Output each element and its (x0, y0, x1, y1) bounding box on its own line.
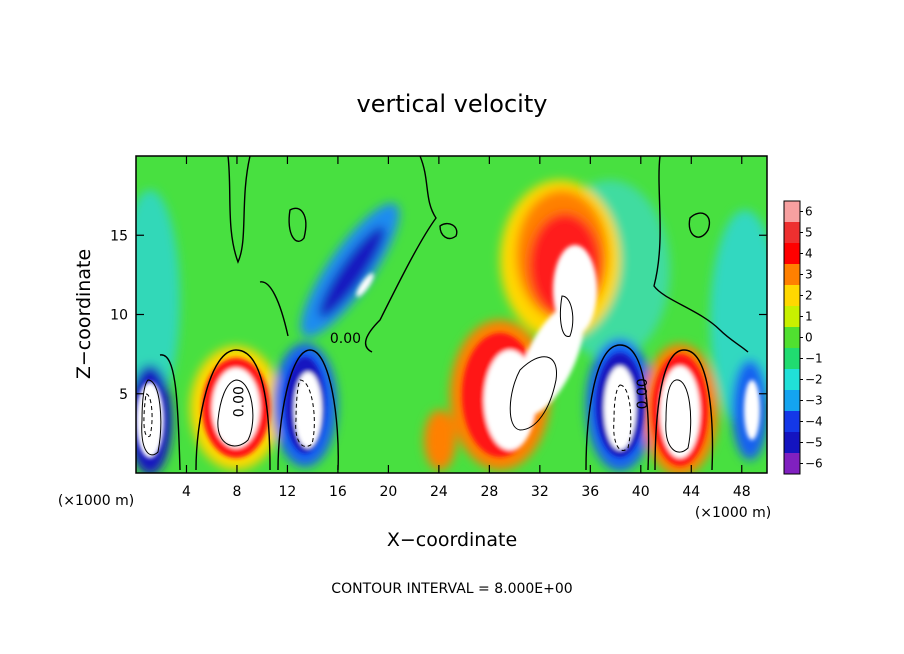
field-core-plume (553, 245, 597, 335)
x-tick-label: 48 (733, 484, 751, 500)
x-unit-right: (×1000 m) (695, 505, 771, 521)
x-tick-label: 44 (682, 484, 700, 500)
contour-line (654, 349, 714, 471)
field-core-diagonal (356, 273, 374, 297)
field-core-6 (604, 366, 636, 450)
colorbar-swatch (784, 264, 800, 286)
field-core-3 (294, 372, 322, 448)
colorbar-label: −6 (805, 457, 823, 471)
colorbar: 6 5 4 3 2 1 0 −1 −2 −3 −4 −5 −6 (783, 200, 823, 475)
x-axis-label: X−coordinate (387, 529, 517, 551)
colorbar-swatch (784, 390, 800, 412)
contour-line (665, 379, 692, 453)
contour-line (439, 222, 458, 240)
contour-label: 0.00 (231, 386, 247, 417)
x-tick-label: 20 (379, 484, 397, 500)
colorbar-label: 3 (805, 268, 813, 282)
contour-line (217, 379, 254, 447)
colorbar-label: 6 (805, 205, 813, 219)
field-region-diagonal-core (318, 226, 386, 318)
contour-interval-label: CONTOUR INTERVAL = 8.000E+00 (331, 581, 572, 597)
x-tick-label: 28 (480, 484, 498, 500)
x-tick-label: 24 (430, 484, 448, 500)
x-tick-label: 12 (279, 484, 297, 500)
colorbar-swatch (784, 285, 800, 307)
colorbar-swatch (784, 411, 800, 433)
contour-line (688, 212, 711, 238)
colorbar-swatch (784, 432, 800, 454)
colorbar-label: 5 (805, 226, 813, 240)
x-tick-label: 40 (632, 484, 650, 500)
contour-line (259, 281, 289, 337)
x-axis: 4 8 12 16 20 24 28 32 36 40 44 48 (182, 156, 751, 500)
y-axis-label: Z−coordinate (73, 249, 95, 379)
colorbar-label: 2 (805, 289, 813, 303)
contour-line (227, 156, 251, 264)
colorbar-label: 0 (805, 331, 813, 345)
y-tick-label: 10 (110, 308, 128, 324)
colorbar-swatch (784, 348, 800, 370)
colorbar-label: −3 (805, 394, 823, 408)
contour-line (364, 156, 437, 353)
contour-label: 0.00 (330, 331, 361, 347)
plot-area (136, 156, 767, 473)
x-tick-label: 4 (182, 484, 191, 500)
contour-lines (141, 156, 749, 471)
negative-contour-lines (143, 379, 632, 451)
colorbar-label: −1 (805, 352, 823, 366)
colorbar-swatch (784, 201, 800, 223)
x-unit-left: (×1000 m) (58, 493, 134, 509)
x-tick-label: 32 (531, 484, 549, 500)
field-core-plume-stem (516, 304, 584, 416)
colorbar-label: 1 (805, 310, 813, 324)
colorbar-swatch (784, 453, 800, 475)
contour-line (288, 207, 307, 242)
field-core-8 (744, 380, 760, 440)
contour-line (277, 349, 339, 471)
contour-line (509, 356, 557, 431)
colorbar-swatch (784, 243, 800, 265)
colorbar-swatch (784, 327, 800, 349)
colorbar-label: −5 (805, 436, 823, 450)
contour-label: 0.00 (635, 378, 651, 409)
contour-line (653, 156, 749, 353)
y-tick-label: 5 (119, 387, 128, 403)
field-core-2 (212, 368, 260, 448)
colorbar-label: −4 (805, 415, 823, 429)
contour-line (559, 295, 574, 337)
y-axis: 5 10 15 (110, 228, 767, 403)
negative-contour-line (143, 393, 153, 438)
x-tick-label: 8 (232, 484, 241, 500)
contour-line (585, 344, 650, 471)
negative-contour-line (613, 384, 632, 451)
contour-line (141, 379, 162, 456)
colorbar-swatch (784, 222, 800, 244)
field-region-cell-4-halo (424, 410, 456, 470)
colorbar-label: −2 (805, 373, 823, 387)
chart-title: vertical velocity (357, 90, 548, 118)
contour-labels: 0.00 0.00 0.00 (231, 331, 651, 417)
contour-line (195, 349, 271, 471)
contour-line (159, 354, 181, 471)
colorbar-swatch (784, 369, 800, 391)
y-tick-label: 15 (110, 228, 128, 244)
colorbar-swatch (784, 306, 800, 328)
x-tick-label: 36 (581, 484, 599, 500)
colorbar-label: 4 (805, 247, 813, 261)
x-tick-label: 16 (329, 484, 347, 500)
field-region-left-edge (136, 190, 180, 410)
